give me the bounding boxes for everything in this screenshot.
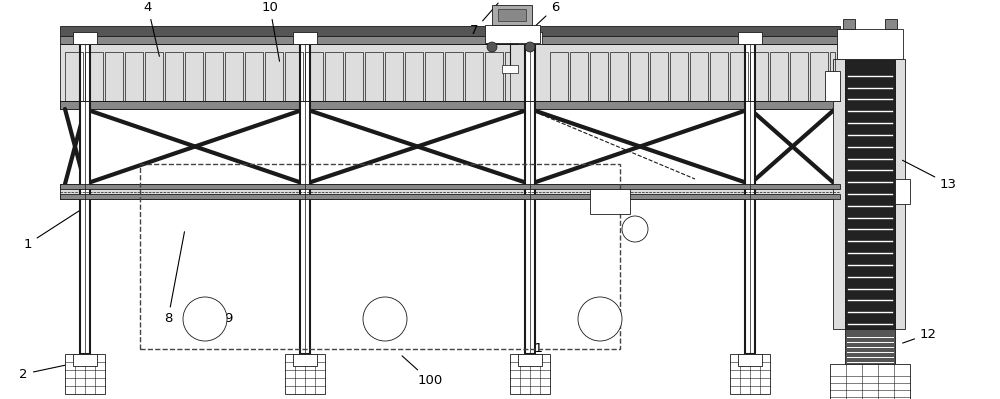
Bar (365, 52, 383, 101)
Bar (60, 184, 840, 199)
Bar (570, 52, 588, 101)
Bar (730, 354, 770, 394)
Bar (745, 44, 755, 354)
Circle shape (622, 216, 648, 242)
Bar (245, 52, 263, 101)
Bar (770, 52, 788, 101)
Bar (345, 52, 363, 101)
Bar (590, 52, 608, 101)
Bar (492, 5, 532, 25)
Text: 12: 12 (903, 328, 937, 343)
Bar (502, 65, 518, 73)
Bar (738, 32, 762, 44)
Bar (895, 59, 905, 329)
Bar (485, 52, 503, 101)
Bar (670, 52, 688, 101)
Bar (325, 52, 343, 101)
Bar (525, 44, 535, 354)
Bar (60, 101, 840, 109)
Bar (105, 52, 123, 101)
Bar (790, 52, 808, 101)
Bar (185, 52, 203, 101)
Bar (465, 52, 483, 101)
Bar (845, 329, 895, 364)
Text: 4: 4 (144, 1, 159, 56)
Bar (650, 52, 668, 101)
Circle shape (363, 297, 407, 341)
Bar (750, 52, 768, 101)
Bar (810, 52, 828, 101)
Bar (285, 354, 325, 394)
Bar (65, 354, 105, 394)
Bar (837, 29, 903, 59)
Bar (550, 52, 568, 101)
Bar (85, 52, 103, 101)
Bar (73, 354, 97, 366)
Bar (60, 194, 840, 199)
Bar (65, 52, 83, 101)
Bar (630, 52, 648, 101)
Text: 100: 100 (402, 356, 443, 387)
Bar (60, 44, 840, 109)
Bar (145, 52, 163, 101)
Bar (300, 44, 310, 354)
Bar (518, 32, 542, 44)
Bar (485, 25, 540, 43)
Bar (505, 52, 510, 101)
Bar (830, 52, 835, 101)
Text: 9: 9 (208, 312, 232, 326)
Bar (405, 52, 423, 101)
Bar (518, 354, 542, 366)
Bar (710, 52, 728, 101)
Bar (445, 52, 463, 101)
Bar (498, 9, 526, 21)
Bar (80, 44, 90, 354)
Bar (830, 364, 910, 399)
Bar (590, 189, 630, 214)
Text: 11: 11 (526, 337, 544, 356)
Circle shape (487, 42, 497, 52)
Bar (610, 52, 628, 101)
Bar (205, 52, 223, 101)
Bar (60, 36, 840, 44)
Bar (60, 184, 840, 189)
Text: 13: 13 (902, 160, 957, 190)
Bar (140, 164, 620, 349)
Text: 1: 1 (24, 211, 80, 251)
Bar (305, 52, 323, 101)
Text: 6: 6 (532, 1, 559, 29)
Bar (293, 32, 317, 44)
Text: 7: 7 (470, 3, 498, 38)
Circle shape (183, 297, 227, 341)
Circle shape (578, 297, 622, 341)
Bar (60, 26, 840, 36)
Bar (825, 71, 840, 101)
Bar (293, 354, 317, 366)
Text: 10: 10 (262, 1, 280, 61)
Bar (843, 19, 855, 29)
Text: 2: 2 (20, 361, 82, 381)
Bar (885, 19, 897, 29)
Text: 8: 8 (164, 232, 184, 326)
Bar (510, 354, 550, 394)
Bar (833, 59, 845, 329)
Bar (73, 32, 97, 44)
Bar (385, 52, 403, 101)
Circle shape (525, 42, 535, 52)
Bar (225, 52, 243, 101)
Bar (730, 52, 748, 101)
Bar (265, 52, 283, 101)
Bar (845, 59, 895, 329)
Bar (125, 52, 143, 101)
Bar (285, 52, 303, 101)
Bar (425, 52, 443, 101)
Bar (895, 179, 910, 204)
Bar (165, 52, 183, 101)
Bar (690, 52, 708, 101)
Bar (738, 354, 762, 366)
